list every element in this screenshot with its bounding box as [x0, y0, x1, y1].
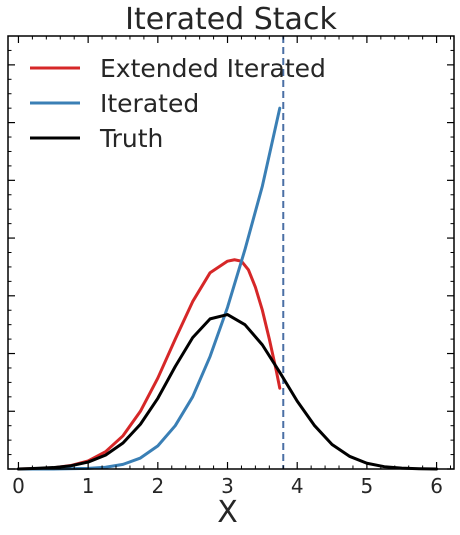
- x-tick-label: 6: [430, 474, 443, 498]
- plot-area: 0 1 2 3 4 5 6: [7, 35, 455, 498]
- series-line-truth: [16, 313, 439, 471]
- legend: Extended Iterated Iterated Truth: [30, 54, 326, 153]
- x-tick-label: 3: [221, 474, 234, 498]
- legend-label: Iterated: [100, 89, 199, 118]
- plot-frame: [7, 35, 455, 470]
- x-axis-label: X: [217, 495, 238, 530]
- legend-label: Truth: [99, 124, 163, 153]
- x-tick-label: 0: [12, 474, 25, 498]
- series-line-iterated: [16, 106, 282, 471]
- x-tick-label: 1: [82, 474, 95, 498]
- chart-title: Iterated Stack: [125, 2, 337, 37]
- x-tick-label: 4: [291, 474, 304, 498]
- legend-label: Extended Iterated: [100, 54, 326, 83]
- x-tick-label: 2: [151, 474, 164, 498]
- series-line-extended-iterated: [16, 258, 282, 471]
- x-tick-label: 5: [361, 474, 374, 498]
